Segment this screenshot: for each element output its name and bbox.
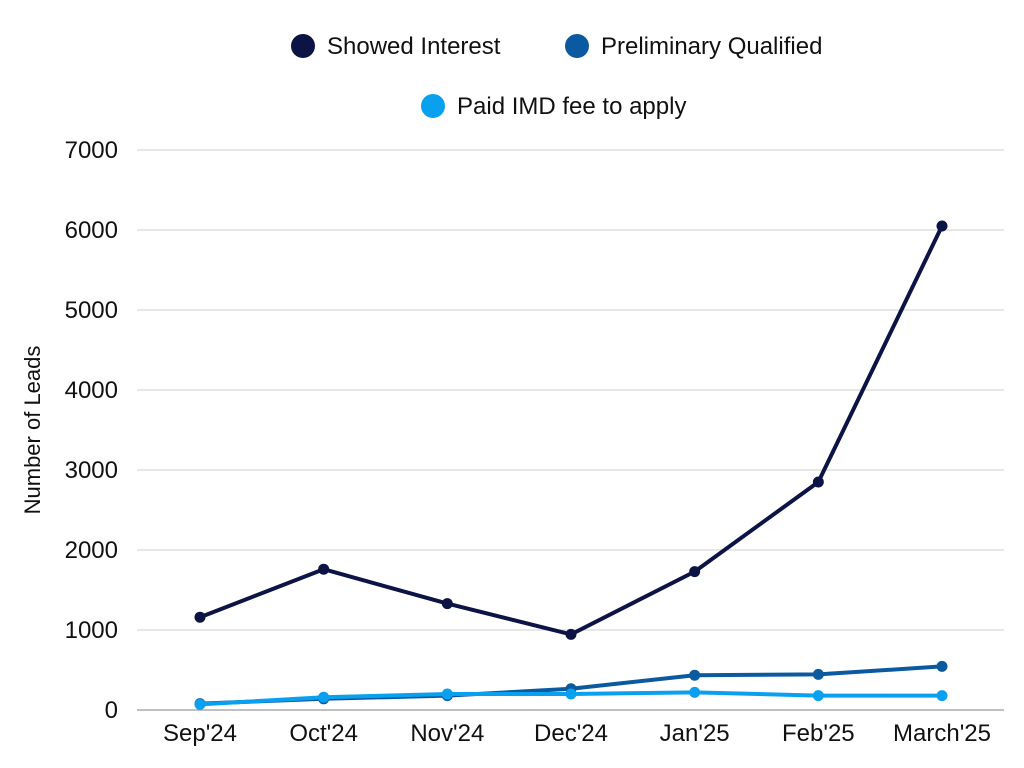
y-axis-title: Number of Leads [20,346,45,515]
series-line [198,224,944,637]
data-point [194,611,206,623]
legend-item: Paid IMD fee to apply [421,93,686,120]
data-point [689,686,701,698]
data-point [936,690,948,702]
y-tick-label: 6000 [65,217,118,244]
y-tick-label: 3000 [65,457,118,484]
y-tick-label: 2000 [65,537,118,564]
series-1 [194,660,948,710]
legend-marker [421,94,445,118]
x-tick-label: Jan'25 [660,720,730,747]
legend-item: Showed Interest [291,33,501,60]
legend-marker [565,34,589,58]
data-point [565,628,577,640]
data-point [565,688,577,700]
data-point [318,691,330,703]
y-tick-label: 4000 [65,377,118,404]
data-point [936,660,948,672]
series-0 [194,220,948,640]
x-tick-label: Oct'24 [289,720,358,747]
data-point [936,220,948,232]
x-tick-label: March'25 [893,720,991,747]
data-point [812,668,824,680]
x-tick-label: Dec'24 [534,720,608,747]
legend-label: Preliminary Qualified [601,33,822,60]
y-axis-ticks: 0 1000 2000 3000 4000 5000 6000 7000 [65,137,118,724]
gridlines [137,149,1004,711]
data-point [812,476,824,488]
data-point [812,690,824,702]
data-point [441,688,453,700]
series-layer [194,220,948,710]
x-axis-ticks: Sep'24 Oct'24 Nov'24 Dec'24 Jan'25 Feb'25 Marc… [163,720,991,747]
legend-marker [291,34,315,58]
data-point [689,566,701,578]
data-point [318,563,330,575]
data-point [194,698,206,710]
legend-label: Showed Interest [327,33,501,60]
legend: Showed Interest Preliminary Qualified Paid… [291,33,822,120]
y-tick-label: 7000 [65,137,118,164]
data-point [441,598,453,610]
legend-item: Preliminary Qualified [565,33,822,60]
y-tick-label: 0 [105,697,118,724]
data-point [689,669,701,681]
x-tick-label: Nov'24 [410,720,484,747]
legend-label: Paid IMD fee to apply [457,93,686,120]
x-tick-label: Feb'25 [782,720,855,747]
series-2 [194,686,948,710]
x-tick-label: Sep'24 [163,720,237,747]
y-tick-label: 5000 [65,297,118,324]
y-tick-label: 1000 [65,617,118,644]
